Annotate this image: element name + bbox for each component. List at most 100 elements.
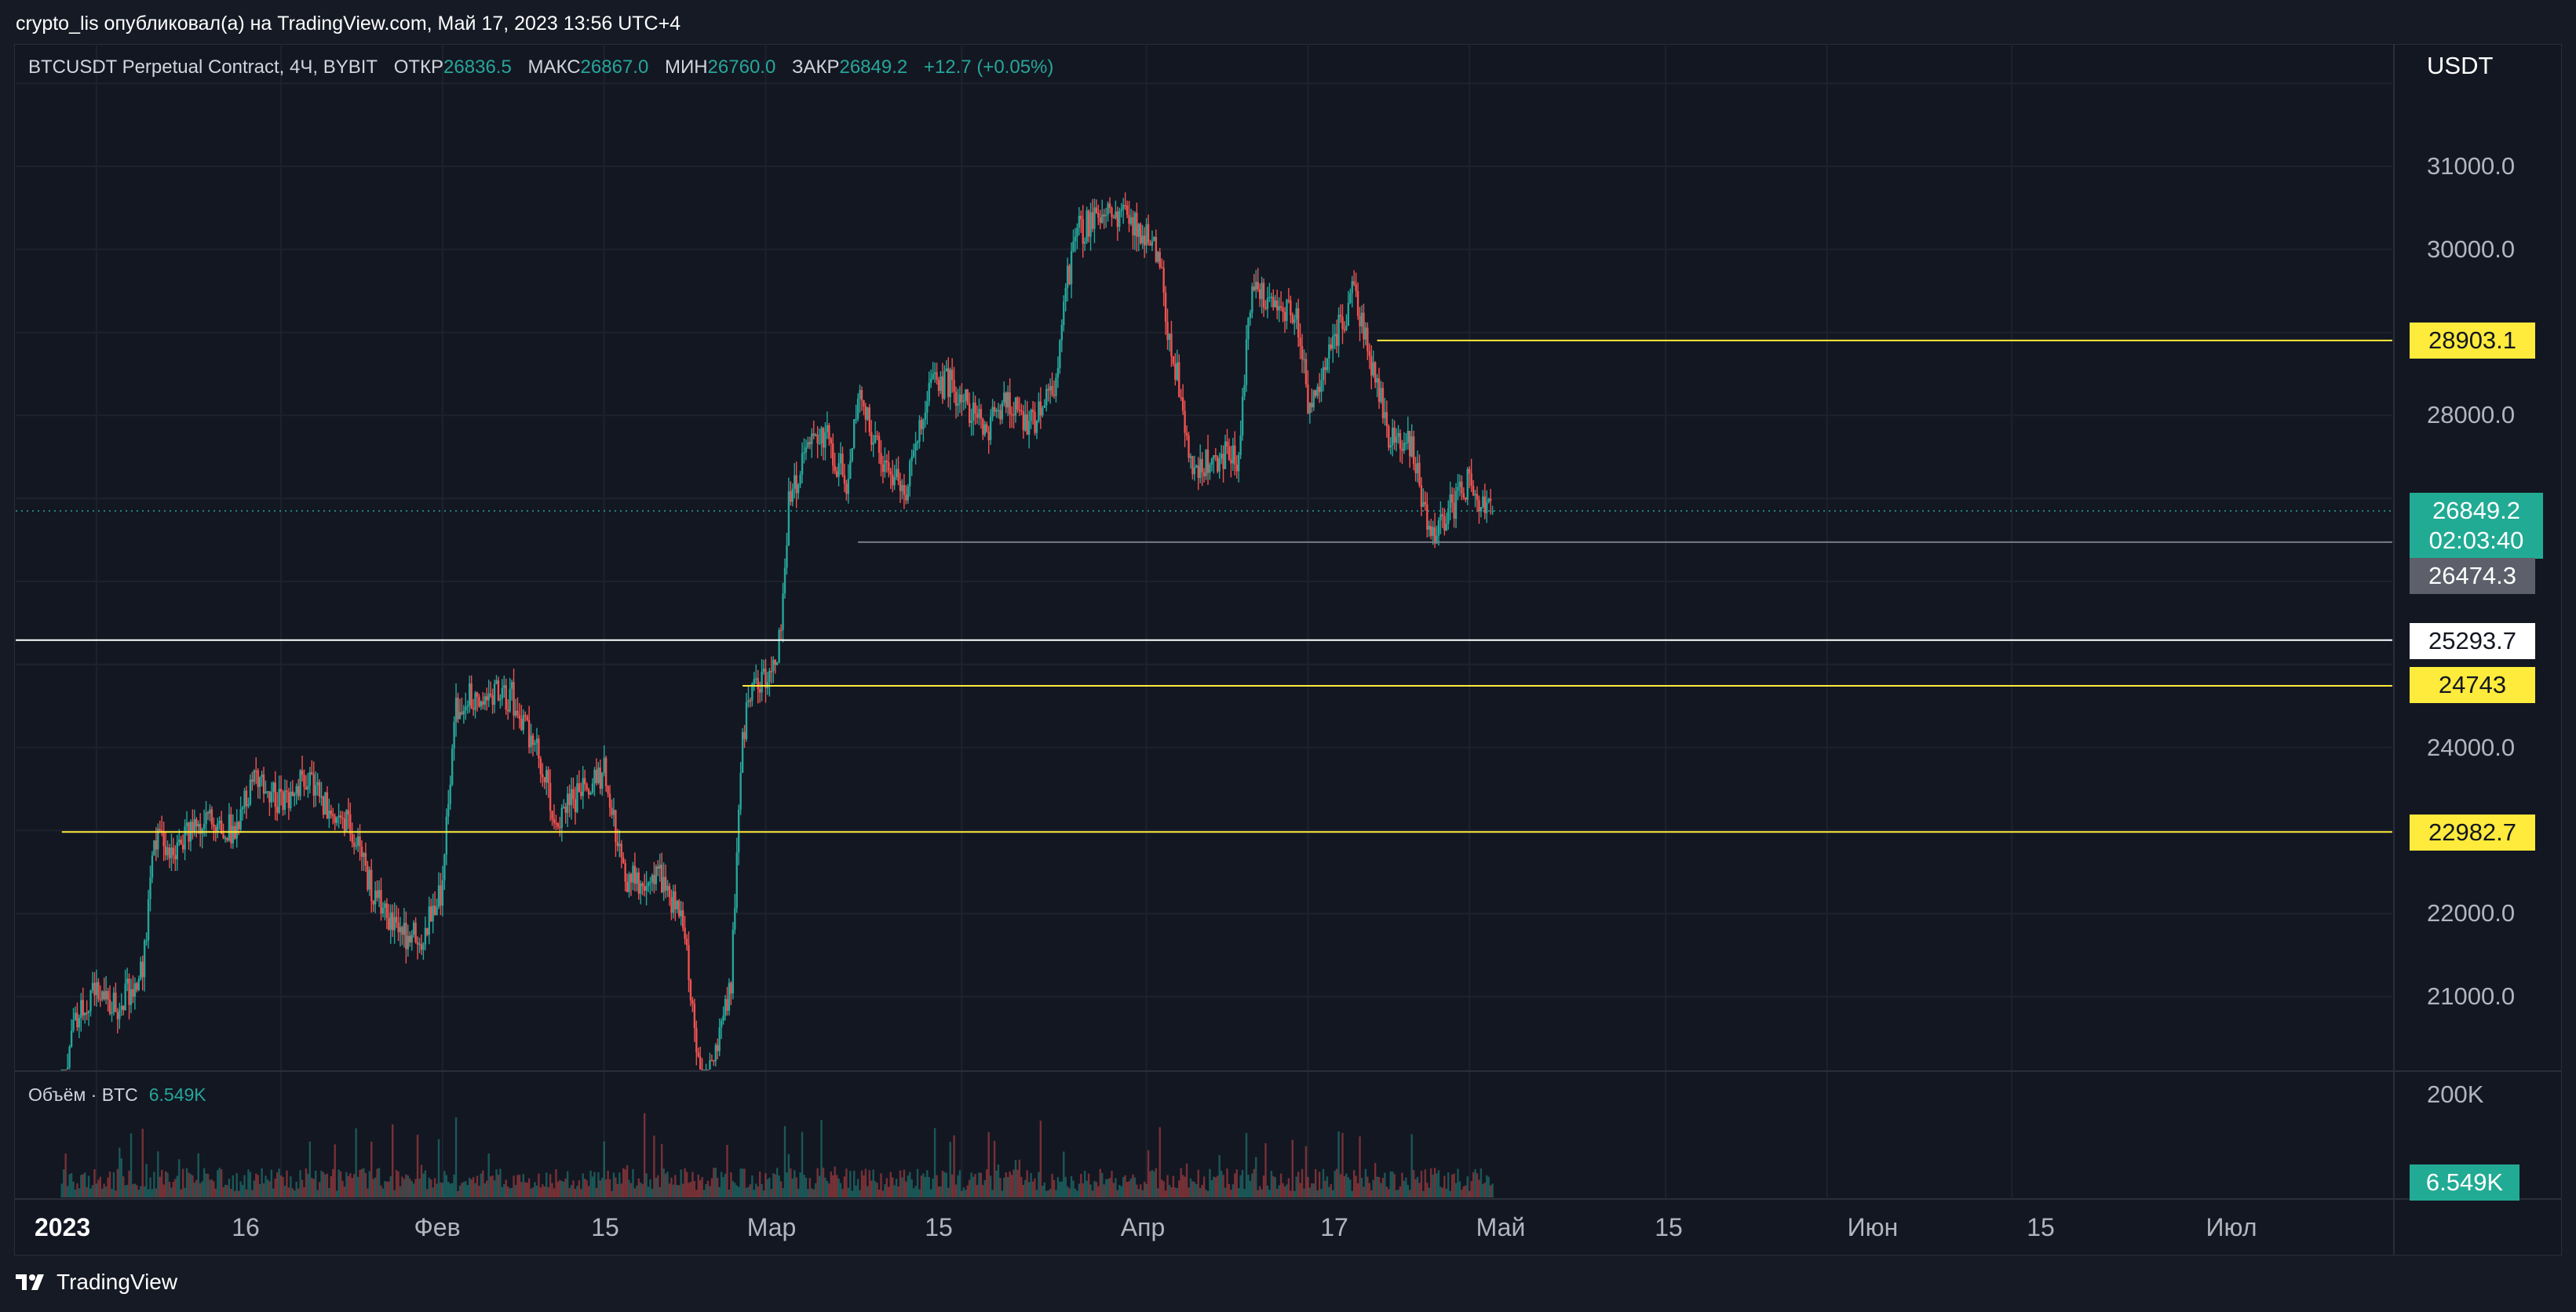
candle-body: [713, 1060, 715, 1062]
candle-body: [1026, 414, 1028, 436]
volume-bar: [457, 1190, 459, 1197]
currency-label[interactable]: USDT: [2427, 52, 2494, 79]
candle-body: [1045, 388, 1048, 406]
volume-bar: [1199, 1188, 1202, 1197]
candle-body: [1014, 397, 1017, 416]
open-label: ОТКР: [393, 56, 444, 78]
symbol-legend[interactable]: BTCUSDT Perpetual Contract, 4Ч, BYBIT ОТ…: [28, 55, 1053, 80]
candle-body: [524, 715, 527, 716]
candle-body: [1326, 358, 1329, 370]
volume-bar: [626, 1164, 629, 1197]
volume-bar: [155, 1188, 158, 1197]
volume-bar: [1112, 1183, 1115, 1197]
candle-body: [372, 900, 374, 905]
volume-bar: [1472, 1172, 1475, 1197]
candle-body: [1424, 501, 1427, 505]
volume-bar: [1283, 1186, 1286, 1197]
volume-bar: [834, 1166, 836, 1197]
candle-body: [495, 680, 498, 684]
candle-body: [556, 823, 560, 827]
volume-bar: [1042, 1186, 1044, 1197]
candle-body: [1147, 224, 1150, 243]
candle-body: [1335, 333, 1338, 346]
candle-body: [1157, 251, 1159, 262]
candle-body: [576, 783, 578, 812]
volume-bar: [1416, 1176, 1419, 1197]
candle-body: [1115, 211, 1117, 218]
candle-body: [1145, 224, 1148, 246]
volume-bar: [757, 1186, 759, 1197]
volume-bar: [1258, 1186, 1261, 1197]
candle-body: [1360, 312, 1363, 326]
candle-body: [574, 799, 577, 812]
candle-body: [184, 825, 186, 850]
candle-body: [279, 789, 283, 793]
volume-bar: [1068, 1188, 1071, 1197]
candle-body: [1359, 315, 1361, 326]
candle-body: [1140, 224, 1142, 243]
candle-body: [1322, 366, 1325, 381]
horizontal-levels[interactable]: [16, 339, 2392, 833]
candle-body: [305, 786, 308, 790]
candle-body: [815, 434, 817, 436]
volume-bar: [159, 1176, 161, 1197]
candle-body: [1128, 214, 1130, 224]
volume-bar: [470, 1179, 473, 1197]
candle-body: [542, 774, 544, 778]
volume-bar: [266, 1179, 269, 1197]
candle-body: [1085, 210, 1088, 242]
volume-bar: [1024, 1179, 1027, 1197]
candle-body: [206, 812, 210, 814]
volume-bar: [487, 1153, 490, 1197]
level-tag[interactable]: 26474.3: [2410, 558, 2535, 594]
volume-bar: [970, 1172, 972, 1197]
volume-bar: [535, 1185, 538, 1197]
candle-body: [978, 409, 980, 418]
volume-bar: [841, 1189, 844, 1197]
candle-body: [1055, 377, 1057, 396]
candle-body: [629, 873, 633, 883]
candle-body: [103, 991, 105, 1000]
volume-bar: [662, 1168, 665, 1197]
level-tag[interactable]: 22982.7: [2410, 815, 2535, 851]
volume-bar: [953, 1135, 955, 1197]
volume-bar: [1188, 1187, 1190, 1197]
candle-body: [1416, 462, 1419, 474]
volume-bar: [587, 1186, 590, 1197]
candle-body: [414, 922, 417, 942]
volume-bar: [1480, 1168, 1483, 1197]
volume-bar: [441, 1183, 444, 1197]
candle-body: [1380, 388, 1382, 403]
candle-body: [1450, 494, 1454, 503]
volume-bar: [1291, 1139, 1293, 1197]
volume-bar: [1201, 1184, 1203, 1197]
volume-bar: [941, 1170, 944, 1197]
volume-bar: [522, 1174, 524, 1197]
candle-body: [1392, 427, 1394, 446]
volume-bar: [910, 1179, 913, 1197]
level-tag[interactable]: 28903.1: [2410, 323, 2535, 359]
volume-bar: [395, 1170, 398, 1197]
candlesticks[interactable]: [60, 192, 1494, 1071]
volume-bar: [341, 1180, 344, 1197]
candle-body: [749, 700, 752, 702]
volume-bar: [1418, 1183, 1421, 1197]
level-tag[interactable]: 25293.7: [2410, 623, 2535, 659]
candle-body: [410, 935, 413, 942]
level-tag[interactable]: 24743: [2410, 667, 2535, 703]
volume-bar: [209, 1179, 211, 1197]
candle-body: [1095, 207, 1098, 213]
candle-body: [1476, 494, 1479, 501]
volume-bar: [185, 1168, 188, 1197]
volume-bar: [582, 1173, 584, 1197]
volume-legend[interactable]: Объём · BTC 6.549K: [28, 1084, 206, 1106]
volume-bar: [794, 1170, 796, 1197]
volume-bar: [437, 1139, 440, 1197]
volume-bar: [1266, 1185, 1269, 1197]
volume-bar: [901, 1177, 903, 1197]
chart-frame[interactable]: [14, 44, 2562, 1256]
tradingview-footer[interactable]: TradingView: [16, 1270, 177, 1295]
volume-bar: [874, 1181, 877, 1197]
candle-body: [1013, 414, 1015, 416]
